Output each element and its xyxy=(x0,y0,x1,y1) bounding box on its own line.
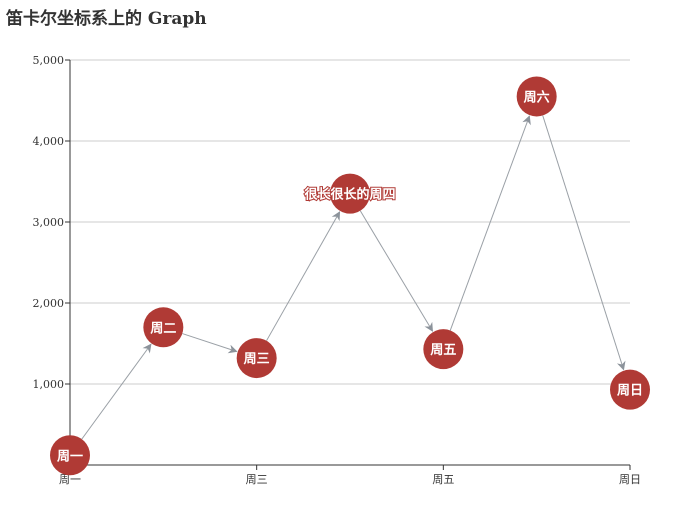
graph-node[interactable] xyxy=(50,435,90,476)
node-label: 周日 xyxy=(617,384,643,399)
node-label: 周二 xyxy=(150,321,176,336)
graph-node[interactable] xyxy=(143,307,184,348)
node-label: 很长很长的周四 xyxy=(304,187,395,203)
edges xyxy=(81,115,626,440)
graph-node[interactable] xyxy=(610,369,650,410)
graph-node[interactable] xyxy=(423,329,464,370)
graph-node[interactable] xyxy=(236,338,277,379)
y-tick-label: 1,000 xyxy=(33,378,65,391)
y-tick-label: 5,000 xyxy=(33,54,65,67)
y-tick-label: 3,000 xyxy=(33,216,65,229)
graph-edge xyxy=(182,333,238,354)
chart-title: 笛卡尔坐标系上的 Graph xyxy=(6,9,207,29)
x-tick-label: 周一 xyxy=(59,473,81,486)
node-label: 周六 xyxy=(524,89,550,105)
x-tick-label: 周三 xyxy=(246,473,268,486)
graph-edge xyxy=(449,115,531,331)
node-label: 周五 xyxy=(430,343,456,358)
graph-edge xyxy=(266,211,341,341)
node-label: 周一 xyxy=(57,449,83,464)
graph-node[interactable] xyxy=(330,173,370,214)
x-tick-label: 周五 xyxy=(432,473,454,486)
x-tick-label: 周日 xyxy=(619,473,641,486)
y-tick-label: 2,000 xyxy=(33,297,65,310)
graph-node[interactable] xyxy=(516,76,557,117)
grid-lines xyxy=(70,59,630,385)
graph-edge xyxy=(542,115,626,371)
graph-edge xyxy=(359,210,433,332)
graph-edge xyxy=(81,343,152,440)
y-tick-label: 4,000 xyxy=(33,135,65,148)
node-label: 周三 xyxy=(244,352,270,367)
